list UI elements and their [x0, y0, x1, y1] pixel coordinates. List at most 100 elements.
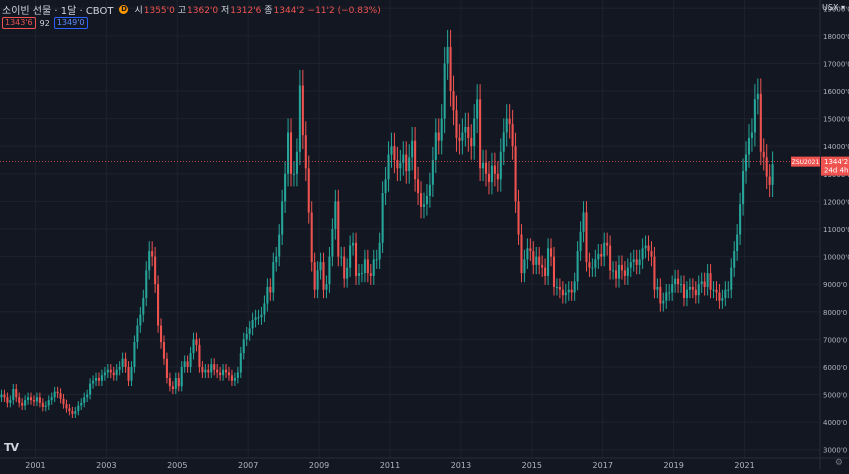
spread-value: 92: [39, 18, 50, 28]
candle-body: [384, 179, 387, 194]
candle-body: [390, 146, 393, 155]
x-tick-label: 2017: [593, 461, 613, 470]
candle-body: [89, 383, 92, 395]
candle-body: [195, 339, 198, 345]
candle-body: [165, 358, 168, 378]
candle-body: [334, 201, 337, 229]
x-tick-label: 2009: [309, 461, 329, 470]
candle-body: [352, 242, 355, 246]
candle-body: [482, 162, 485, 169]
candle-body: [171, 386, 174, 390]
candle-body: [343, 256, 346, 279]
symbol-title[interactable]: 소이빈 선물 · 1달 · CBOT: [2, 6, 114, 17]
gear-icon[interactable]: ⚙: [834, 458, 843, 468]
candle-body: [372, 259, 375, 276]
candle-body: [733, 251, 736, 268]
candle-body: [319, 262, 322, 271]
candle-body: [452, 91, 455, 111]
candle-body: [470, 137, 473, 147]
candle-body: [490, 165, 493, 183]
candle-body: [697, 284, 700, 296]
candle-body: [685, 289, 688, 298]
candle-body: [419, 193, 423, 207]
candle-body: [431, 160, 434, 185]
candle-body: [304, 135, 307, 169]
candle-body: [742, 171, 745, 205]
candle-body: [159, 325, 163, 343]
tradingview-logo-icon[interactable]: 𝗧𝗩: [4, 441, 19, 454]
candle-body: [349, 245, 352, 268]
candle-body: [86, 394, 89, 398]
candle-body: [514, 146, 517, 202]
candle-body: [517, 201, 520, 235]
candle-body: [744, 154, 748, 172]
candle-body: [446, 46, 449, 64]
candle-body: [532, 251, 535, 265]
candle-body: [682, 284, 686, 298]
candle-body: [768, 176, 771, 185]
candle-body: [724, 289, 727, 298]
buy-price-button[interactable]: 1349'0: [53, 17, 88, 29]
candle-body: [62, 398, 65, 405]
candle-body: [396, 160, 399, 169]
candle-body: [496, 173, 499, 180]
candle-body: [449, 46, 452, 92]
candle-body: [629, 262, 632, 268]
candle-body: [56, 391, 59, 394]
candle-body: [32, 400, 36, 402]
candle-body: [455, 110, 458, 138]
candle-body: [609, 245, 612, 271]
close-value: 1344'2: [273, 6, 305, 16]
candle-body: [523, 259, 526, 274]
price-axis[interactable]: 3000'0 4000'0 5000'0 6000'0 7000'0 8000'0 9000…: [819, 0, 849, 470]
candle-body: [331, 229, 334, 257]
candle-body: [677, 278, 680, 285]
candle-body: [292, 173, 296, 175]
y-tick-label: 6000'0: [823, 364, 847, 372]
candle-body: [405, 154, 408, 172]
price-tag-bg: [821, 156, 849, 176]
candle-body: [183, 361, 186, 367]
y-tick-label: 5000'0: [823, 392, 847, 400]
candle-body: [706, 273, 709, 287]
x-tick-label: 2021: [734, 461, 754, 470]
candle-body: [674, 278, 677, 285]
candle-body: [671, 284, 674, 293]
y-tick-label: 4000'0: [823, 419, 847, 427]
candle-body: [337, 201, 340, 257]
candle-body: [756, 93, 759, 100]
candle-body: [526, 248, 529, 260]
candle-body: [502, 132, 505, 152]
candle-body: [529, 248, 532, 252]
candle-body: [260, 314, 263, 318]
candle-body: [612, 270, 615, 272]
candle-body: [245, 333, 248, 340]
candle-body: [3, 394, 6, 398]
chart-header: 소이빈 선물 · 1달 · CBOT D 시1355'0 고1362'0 저13…: [2, 2, 381, 17]
time-axis[interactable]: 2001 2003 2005 2007 2009 2011 2013 2015 2017 2019…: [0, 457, 849, 470]
candle-body: [759, 93, 762, 152]
candle-body: [520, 234, 523, 274]
candle-body: [106, 369, 109, 373]
candle-body: [582, 212, 585, 232]
y-tick-label: 18000'0: [823, 33, 849, 41]
candle-body: [162, 342, 166, 359]
y-tick-label: 10000'0: [823, 254, 849, 262]
y-tick-label: 16000'0: [823, 88, 849, 96]
candle-body: [484, 162, 488, 174]
currency-selector[interactable]: USX ▾: [822, 3, 845, 12]
candle-body: [53, 391, 56, 398]
candle-body: [213, 364, 216, 370]
candle-body: [641, 248, 644, 260]
candle-body: [9, 400, 12, 403]
candle-body: [620, 264, 623, 271]
candle-body: [632, 259, 635, 263]
candle-body: [198, 344, 201, 367]
y-tick-label: 12000'0: [823, 198, 849, 206]
sell-price-button[interactable]: 1343'6: [2, 17, 36, 29]
candle-body: [753, 99, 756, 133]
candle-body: [142, 297, 145, 315]
candle-body: [561, 289, 564, 296]
